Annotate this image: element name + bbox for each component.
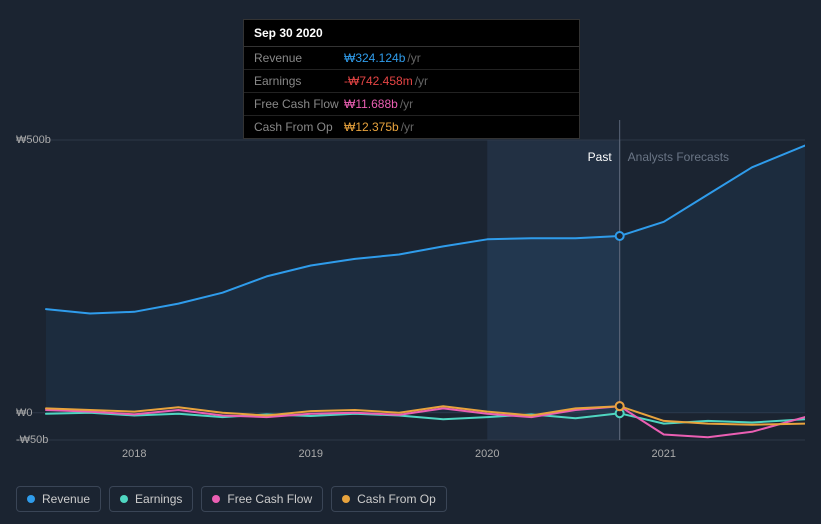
tooltip-metric-label: Free Cash Flow xyxy=(254,97,344,111)
tooltip-metric-value: ₩11.688b xyxy=(344,97,398,111)
tooltip-metric-value: ₩12.375b xyxy=(344,120,399,134)
tooltip-metric-unit: /yr xyxy=(407,51,420,65)
y-axis-tick-label: ₩0 xyxy=(16,407,33,419)
tooltip-metric-label: Earnings xyxy=(254,74,344,88)
tooltip-metric-unit: /yr xyxy=(401,120,414,134)
x-axis-tick-label: 2019 xyxy=(299,448,323,460)
tooltip-metric-label: Revenue xyxy=(254,51,344,65)
tooltip-row: Revenue₩324.124b /yr xyxy=(244,47,579,70)
tooltip-metric-label: Cash From Op xyxy=(254,120,344,134)
legend-dot-icon xyxy=(120,495,128,503)
section-label-past: Past xyxy=(588,150,612,164)
financial-chart[interactable]: ₩500b ₩0 -₩50b 2018 2019 2020 2021 Past Analys… xyxy=(16,120,805,464)
x-axis-tick-label: 2018 xyxy=(122,448,146,460)
legend-label: Cash From Op xyxy=(357,492,436,506)
legend-item-revenue[interactable]: Revenue xyxy=(16,486,101,512)
y-axis-tick-label: -₩50b xyxy=(16,434,48,446)
legend-item-earnings[interactable]: Earnings xyxy=(109,486,193,512)
tooltip-date: Sep 30 2020 xyxy=(244,20,579,47)
y-axis-tick-label: ₩500b xyxy=(16,134,51,146)
chart-legend: Revenue Earnings Free Cash Flow Cash From O… xyxy=(16,486,447,512)
tooltip-metric-value: -₩742.458m xyxy=(344,74,413,88)
tooltip-row: Cash From Op₩12.375b /yr xyxy=(244,116,579,138)
legend-dot-icon xyxy=(27,495,35,503)
x-axis-tick-label: 2020 xyxy=(475,448,499,460)
legend-item-free-cash-flow[interactable]: Free Cash Flow xyxy=(201,486,323,512)
legend-label: Revenue xyxy=(42,492,90,506)
chart-canvas xyxy=(16,120,805,464)
legend-dot-icon xyxy=(342,495,350,503)
legend-label: Earnings xyxy=(135,492,182,506)
tooltip-row: Earnings-₩742.458m /yr xyxy=(244,70,579,93)
tooltip-metric-unit: /yr xyxy=(400,97,413,111)
x-axis-tick-label: 2021 xyxy=(652,448,676,460)
section-label-forecasts: Analysts Forecasts xyxy=(628,150,729,164)
hover-tooltip: Sep 30 2020 Revenue₩324.124b /yrEarnings… xyxy=(243,19,580,139)
tooltip-metric-value: ₩324.124b xyxy=(344,51,405,65)
legend-item-cash-from-op[interactable]: Cash From Op xyxy=(331,486,447,512)
legend-dot-icon xyxy=(212,495,220,503)
legend-label: Free Cash Flow xyxy=(227,492,312,506)
tooltip-row: Free Cash Flow₩11.688b /yr xyxy=(244,93,579,116)
tooltip-metric-unit: /yr xyxy=(415,74,428,88)
